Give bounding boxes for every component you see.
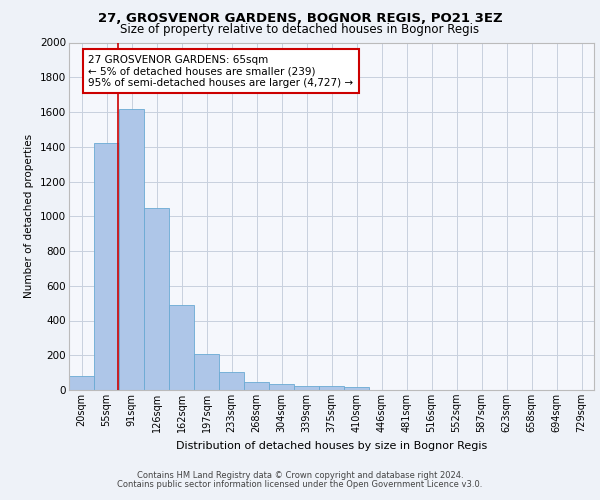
Y-axis label: Number of detached properties: Number of detached properties [25, 134, 34, 298]
Bar [219, 372, 244, 390]
Bar [144, 208, 169, 390]
Text: 27, GROSVENOR GARDENS, BOGNOR REGIS, PO21 3EZ: 27, GROSVENOR GARDENS, BOGNOR REGIS, PO2… [98, 12, 502, 26]
Text: Size of property relative to detached houses in Bognor Regis: Size of property relative to detached ho… [121, 22, 479, 36]
Bar [69, 376, 94, 390]
Bar [194, 354, 219, 390]
Bar [119, 108, 144, 390]
Bar [269, 384, 294, 390]
X-axis label: Distribution of detached houses by size in Bognor Regis: Distribution of detached houses by size … [176, 440, 487, 450]
Text: Contains public sector information licensed under the Open Government Licence v3: Contains public sector information licen… [118, 480, 482, 489]
Bar [169, 305, 194, 390]
Text: Contains HM Land Registry data © Crown copyright and database right 2024.: Contains HM Land Registry data © Crown c… [137, 471, 463, 480]
Bar [94, 144, 119, 390]
Bar [244, 382, 269, 390]
Bar [319, 386, 344, 390]
Bar [344, 388, 369, 390]
Text: 27 GROSVENOR GARDENS: 65sqm
← 5% of detached houses are smaller (239)
95% of sem: 27 GROSVENOR GARDENS: 65sqm ← 5% of deta… [89, 54, 353, 88]
Bar [294, 386, 319, 390]
